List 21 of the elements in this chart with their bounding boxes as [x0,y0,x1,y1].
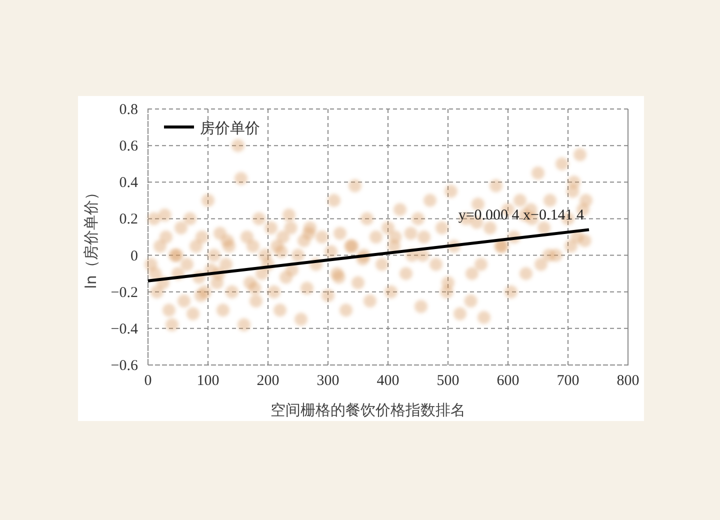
x-tick-label: 100 [196,373,220,389]
y-tick-label: −0.2 [110,284,138,301]
annotation: y=0.000 4 x−0.141 4 [458,207,584,224]
x-tick-label: 400 [376,373,400,389]
x-tick-label: 500 [436,373,460,389]
x-tick-label: 200 [256,373,280,389]
x-tick-label: 300 [316,373,340,389]
y-tick-label: −0.6 [110,358,138,374]
x-tick-label: 700 [556,373,580,389]
y-tick-label: 0.6 [119,138,138,155]
y-tick-label: −0.4 [110,321,138,338]
y-tick-label: 0 [130,248,138,264]
y-tick-label: 0.4 [119,175,138,192]
legend-label: 房价单价 [200,119,260,137]
x-tick-label: 0 [144,373,152,389]
x-tick-label: 800 [616,373,640,389]
x-axis-title: 空间栅格的餐饮价格指数排名 [270,401,466,419]
x-tick-label: 600 [496,373,520,389]
y-tick-label: 0.8 [119,102,138,118]
y-tick-label: 0.2 [119,212,138,228]
y-axis-title: ln（房价单价） [82,185,100,289]
